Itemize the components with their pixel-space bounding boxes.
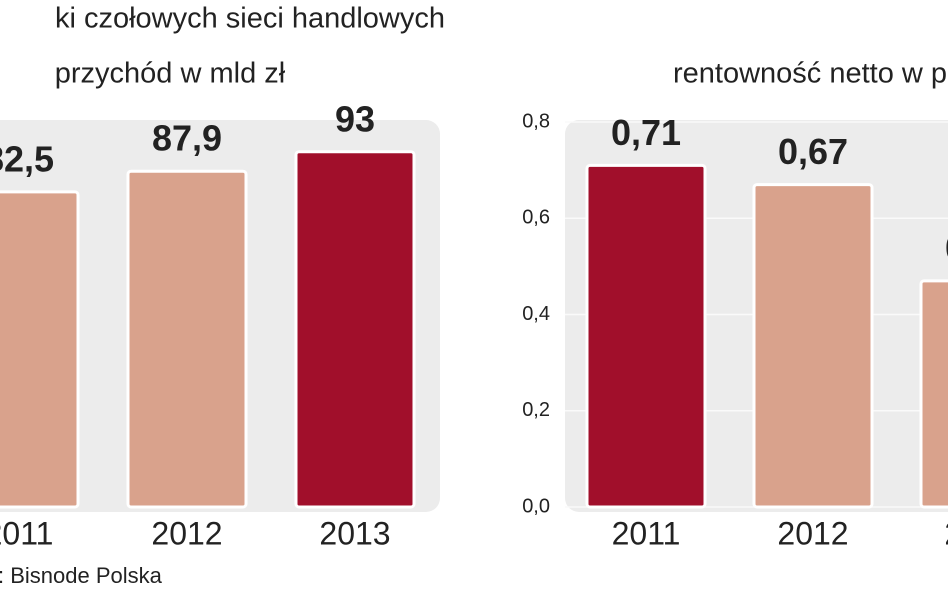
value-label: 87,9 xyxy=(152,118,222,159)
y-tick-label: 0,4 xyxy=(522,303,550,325)
x-tick-label: 2012 xyxy=(151,515,222,551)
x-tick-label: 2013 xyxy=(319,515,390,551)
x-tick-label: 2012 xyxy=(777,515,848,551)
value-label: 0,67 xyxy=(778,131,848,172)
bar xyxy=(919,279,948,509)
y-tick-label: 0,6 xyxy=(522,207,550,229)
value-label: 82,5 xyxy=(0,138,54,179)
x-tick-label: 2011 xyxy=(0,515,53,551)
bar xyxy=(0,190,80,509)
value-label: 93 xyxy=(335,98,375,139)
y-tick-label: 0,0 xyxy=(522,495,550,517)
x-tick-label: 2011 xyxy=(612,515,681,551)
source: : Bisnode Polska xyxy=(0,563,163,588)
chart-title: przychód w mld zł xyxy=(55,58,286,90)
bar xyxy=(294,150,416,509)
bar xyxy=(752,183,874,509)
x-tick-label: 2013 xyxy=(944,515,948,551)
page-title: ki czołowych sieci handlowych xyxy=(55,3,445,35)
y-tick-label: 0,2 xyxy=(522,399,550,421)
bar xyxy=(126,169,248,509)
y-tick-label: 0,8 xyxy=(522,110,550,132)
value-label: 0,47 xyxy=(945,227,948,268)
bar xyxy=(585,163,707,509)
chart-title: rentowność netto w p xyxy=(673,58,947,90)
value-label: 0,71 xyxy=(611,112,681,153)
